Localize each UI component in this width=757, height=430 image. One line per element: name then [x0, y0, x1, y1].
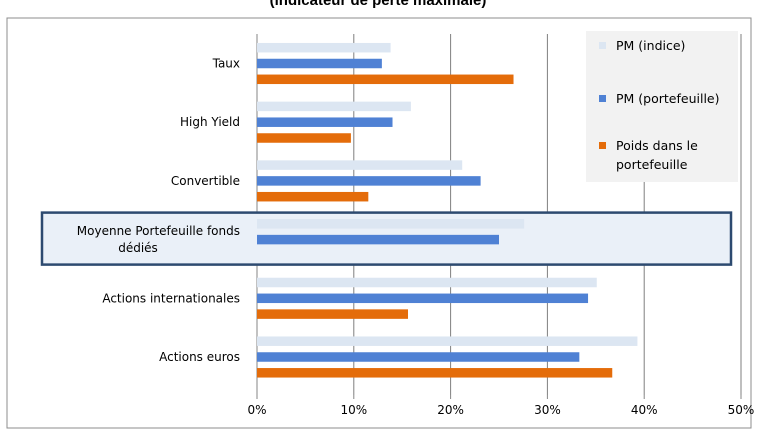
category-label: High Yield	[180, 115, 240, 129]
bar-pm-portefeuille-high-yield	[257, 117, 393, 127]
bar-pm-indice-convertible	[257, 160, 463, 170]
category-label: Taux	[212, 57, 240, 71]
category-label: Convertible	[171, 174, 240, 188]
bar-pm-indice-actions-euros	[257, 336, 638, 346]
bar-poids-dans-le-portefeuille-actions-euros	[257, 368, 613, 378]
bar-poids-dans-le-portefeuille-taux	[257, 74, 514, 85]
legend-label-pm-portefeuille: PM (portefeuille)	[616, 91, 720, 106]
category-label: dédiés	[118, 241, 158, 255]
bars	[257, 42, 638, 378]
legend-swatch-pm-portefeuille	[599, 95, 606, 102]
legend-swatch-pm-indice	[599, 42, 606, 49]
x-tick-labels: 0% 10% 20% 30% 40% 50%	[247, 403, 754, 417]
bar-pm-portefeuille-convertible	[257, 176, 481, 186]
bar-poids-dans-le-portefeuille-high-yield	[257, 133, 351, 143]
x-tick-label: 30%	[534, 403, 561, 417]
bar-pm-portefeuille-actions-internationales	[257, 293, 589, 304]
legend-swatch-poids-dans-le-portefeuille	[599, 142, 606, 149]
legend-label-poids-dans-le-portefeuille: Poids dans le	[616, 138, 698, 153]
x-tick-label: 20%	[437, 403, 464, 417]
legend-label-poids-dans-le-portefeuille: portefeuille	[616, 157, 688, 172]
bar-poids-dans-le-portefeuille-convertible	[257, 191, 369, 202]
bar-pm-indice-actions-internationales	[257, 277, 597, 288]
legend: PM (indice) PM (portefeuille) Poids dans l…	[586, 31, 738, 182]
x-tick-label: 10%	[340, 403, 367, 417]
bar-poids-dans-le-portefeuille-actions-internationales	[257, 309, 409, 319]
x-tick-label: 0%	[247, 403, 266, 417]
legend-label-pm-indice: PM (indice)	[616, 38, 685, 53]
legend-box	[586, 31, 738, 182]
chart-title: (indicateur de perte maximale)	[270, 0, 487, 9]
x-tick-label: 40%	[631, 403, 658, 417]
category-label: Moyenne Portefeuille fonds	[77, 224, 240, 238]
category-labels: Taux High Yield Convertible Moyenne Portefe…	[77, 57, 240, 365]
category-label: Actions internationales	[102, 291, 240, 305]
bar-pm-portefeuille-actions-euros	[257, 352, 580, 362]
bar-pm-indice-moyenne-portefeuille-fonds-dedies	[257, 219, 525, 229]
bar-pm-indice-high-yield	[257, 101, 411, 112]
x-tick-label: 50%	[728, 403, 755, 417]
chart-border	[6, 17, 752, 429]
bar-pm-portefeuille-moyenne-portefeuille-fonds-dedies	[257, 234, 499, 245]
bar-pm-indice-taux	[257, 42, 391, 53]
category-label: Actions euros	[159, 350, 240, 364]
bar-pm-portefeuille-taux	[257, 58, 382, 69]
